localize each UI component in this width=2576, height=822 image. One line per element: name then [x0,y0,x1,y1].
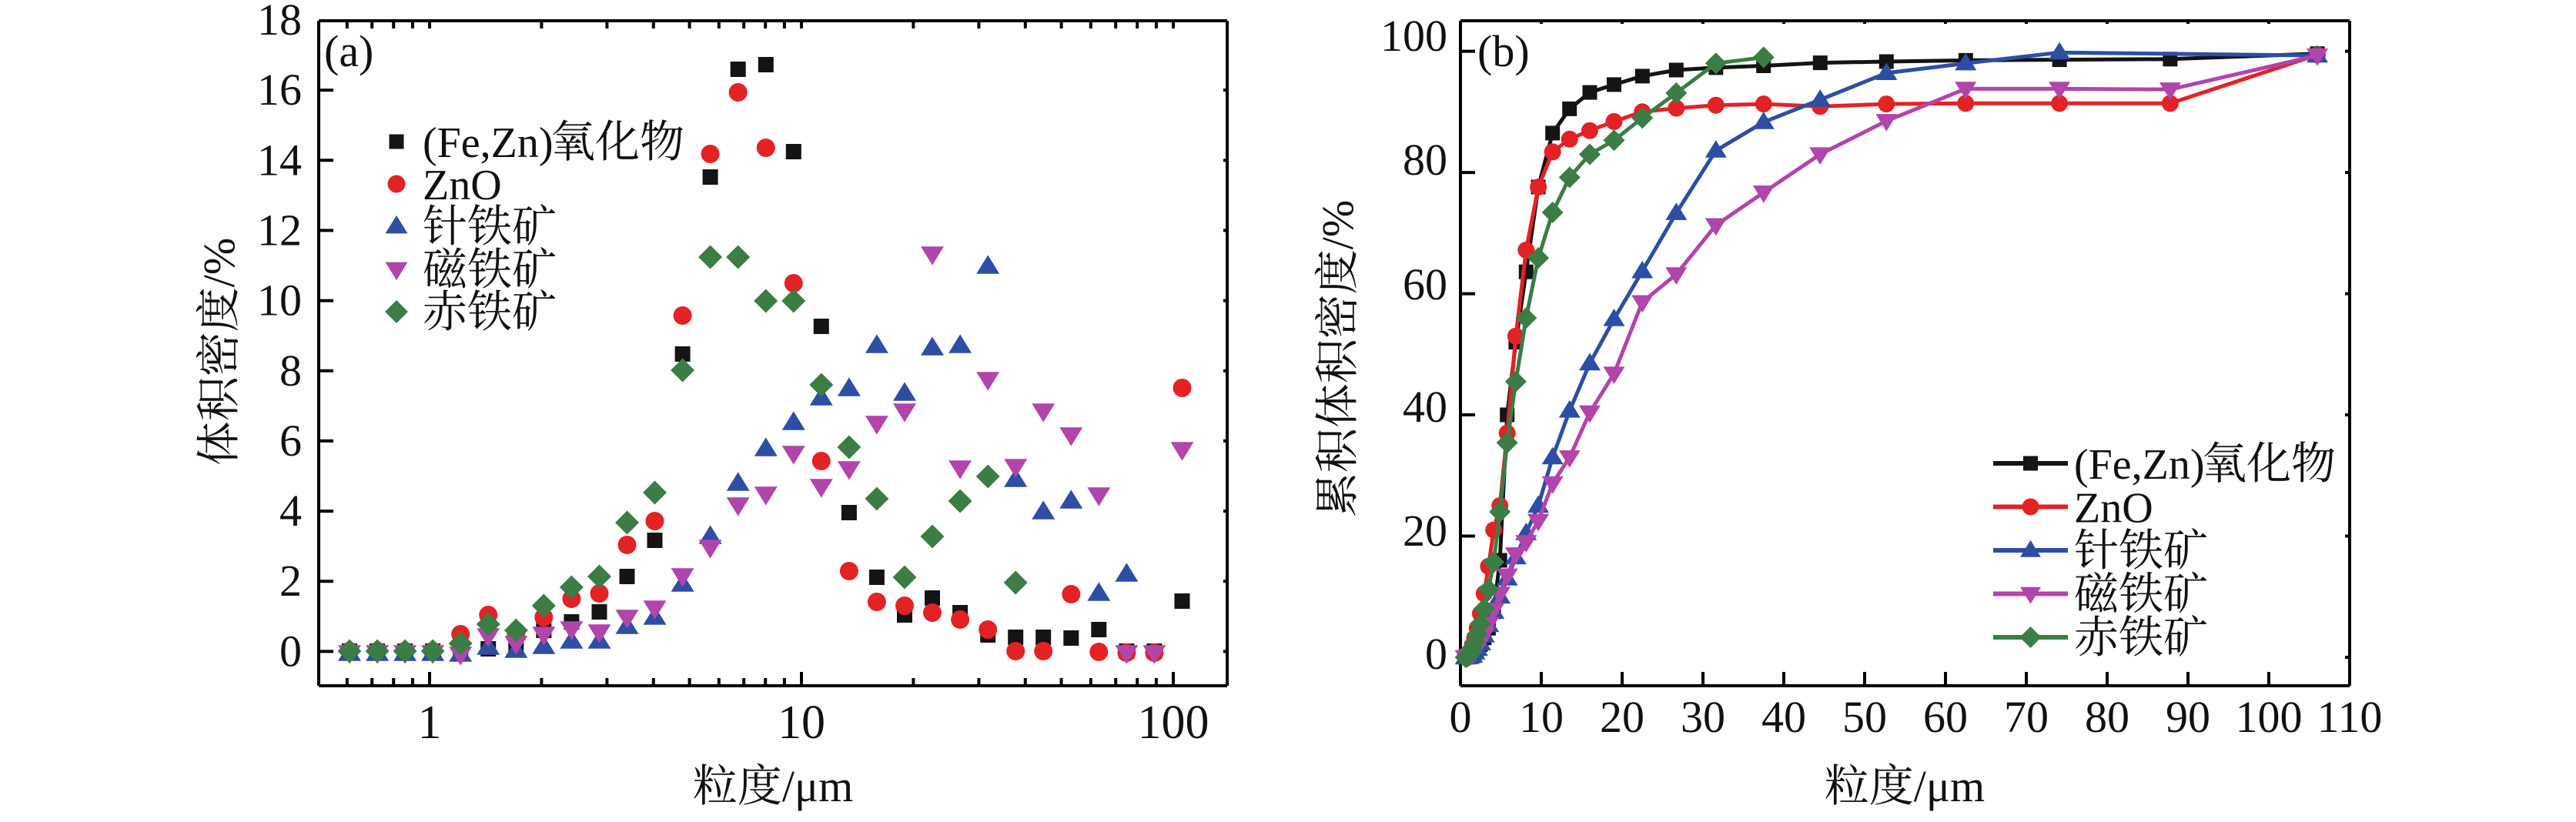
svg-text:100: 100 [1138,697,1209,749]
svg-text:40: 40 [1761,692,1806,742]
svg-text:8: 8 [279,346,302,396]
svg-text:30: 30 [1681,692,1725,742]
svg-text:18: 18 [257,0,302,45]
svg-text:2: 2 [279,556,302,606]
svg-text:0: 0 [1450,692,1472,742]
svg-text:6: 6 [279,416,302,466]
svg-text:10: 10 [1519,692,1564,742]
svg-text:/%: /% [1313,200,1363,249]
svg-text:60: 60 [1403,259,1447,309]
svg-text:20: 20 [1600,692,1644,742]
svg-text:60: 60 [1923,692,1968,742]
svg-text:(b): (b) [1477,26,1530,76]
svg-text:80: 80 [1403,135,1447,185]
svg-text:12: 12 [257,205,302,255]
svg-text:4: 4 [279,486,302,536]
svg-text:110: 110 [2317,692,2383,742]
svg-text:70: 70 [2004,692,2049,742]
svg-text:0: 0 [1425,629,1447,679]
svg-text:ZnO: ZnO [423,162,502,209]
svg-text:/%: /% [194,238,244,287]
svg-text:10: 10 [257,276,302,326]
svg-text:(a): (a) [324,26,373,76]
svg-text:40: 40 [1403,382,1447,432]
svg-text:50: 50 [1842,692,1887,742]
svg-text:90: 90 [2166,692,2210,742]
svg-text:0: 0 [279,626,302,676]
svg-text:/μm: /μm [782,761,853,811]
svg-text:16: 16 [257,65,302,115]
svg-text:ZnO: ZnO [2074,485,2153,533]
svg-text:/μm: /μm [1914,761,1985,811]
svg-text:(Fe,Zn): (Fe,Zn) [2074,441,2205,489]
svg-text:14: 14 [257,135,302,185]
svg-text:1: 1 [418,697,442,749]
svg-text:100: 100 [1380,11,1447,61]
svg-text:10: 10 [778,697,825,749]
svg-text:(Fe,Zn): (Fe,Zn) [423,119,554,167]
svg-text:80: 80 [2085,692,2129,742]
svg-text:100: 100 [2236,692,2303,742]
svg-text:20: 20 [1403,506,1447,556]
